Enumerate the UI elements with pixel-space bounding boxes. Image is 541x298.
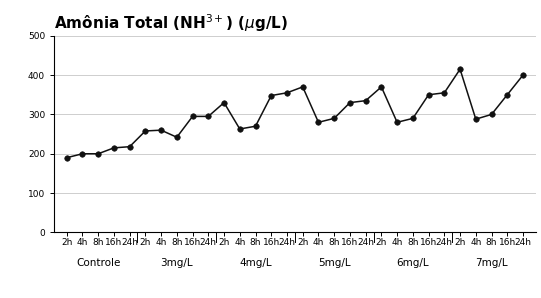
Text: 3mg/L: 3mg/L [161,258,193,268]
Text: Controle: Controle [76,258,120,268]
Text: 6mg/L: 6mg/L [397,258,429,268]
Text: Amônia Total (NH$^{3+}$) ($\mu$g/L): Amônia Total (NH$^{3+}$) ($\mu$g/L) [54,12,288,34]
Text: 4mg/L: 4mg/L [239,258,272,268]
Text: 7mg/L: 7mg/L [475,258,508,268]
Text: 5mg/L: 5mg/L [318,258,351,268]
